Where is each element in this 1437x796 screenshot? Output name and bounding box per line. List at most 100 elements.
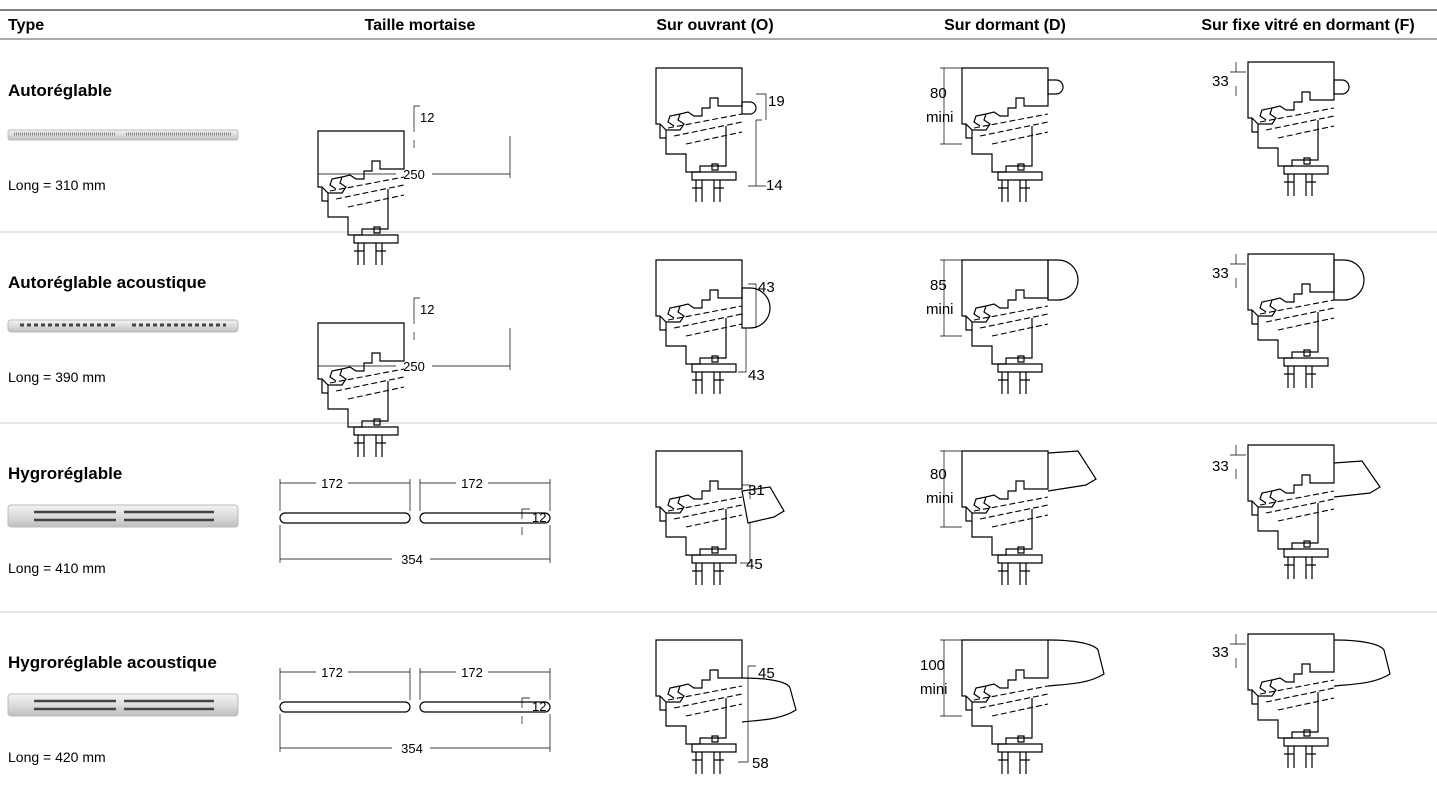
dimension: 12 <box>420 302 434 317</box>
dimension: 45 <box>746 556 763 573</box>
drawing-line <box>940 450 962 528</box>
dimension: 172 <box>461 665 483 680</box>
dimension: 43 <box>758 279 775 296</box>
drawing-line <box>1047 259 1079 301</box>
length: Long = 410 mm <box>8 560 106 576</box>
type-name: Hygroréglable <box>8 464 122 483</box>
dimension: 80 <box>930 85 947 102</box>
dimension: 85 <box>930 277 947 294</box>
dimension: 33 <box>1212 644 1229 661</box>
section-fixe <box>1247 633 1335 769</box>
type-name: Autoréglable <box>8 81 112 100</box>
drawing-line <box>741 677 797 723</box>
dimension: mini <box>926 301 954 318</box>
section-fixe <box>1247 61 1335 197</box>
drawing-line <box>940 67 962 145</box>
drawing-line <box>1047 450 1097 492</box>
section-ouvrant <box>655 259 743 395</box>
dimension: 58 <box>752 755 769 772</box>
product-photo <box>7 693 239 717</box>
drawing-line <box>1333 259 1365 301</box>
length: Long = 420 mm <box>8 749 106 765</box>
dimension: 33 <box>1212 265 1229 282</box>
section-fixe <box>1247 444 1335 580</box>
dimension: 172 <box>321 665 343 680</box>
type-name: Autoréglable acoustique <box>8 273 206 292</box>
drawing-line <box>738 665 756 763</box>
dimension: 19 <box>768 93 785 110</box>
grille-slots <box>34 510 214 522</box>
section-dormant <box>961 450 1049 586</box>
section-fixe <box>1247 253 1335 389</box>
dimension: 43 <box>748 367 765 384</box>
drawing-line <box>741 101 757 115</box>
dimension: 354 <box>401 741 423 756</box>
mortise-slot <box>317 322 405 458</box>
dimension: 172 <box>321 476 343 491</box>
dimension: 33 <box>1212 73 1229 90</box>
header: Sur fixe vitré en dormant (F) <box>1201 17 1414 34</box>
drawing-line <box>1230 634 1246 668</box>
dimension: 250 <box>403 359 425 374</box>
dimension: 12 <box>532 699 546 714</box>
row: Autoréglable acoustique Long = 390 mm 12… <box>7 253 1365 458</box>
drawing-line <box>1047 639 1105 687</box>
row: Hygroréglable Long = 410 mm 172 172 12 3… <box>7 444 1381 586</box>
dimension: 100 <box>920 657 945 674</box>
row: Hygroréglable acoustique Long = 420 mm 1… <box>7 633 1391 775</box>
mortise-slot <box>279 701 411 713</box>
header: Taille mortaise <box>365 17 476 34</box>
length: Long = 310 mm <box>8 177 106 193</box>
drawing-line <box>940 259 962 337</box>
mortise-slot <box>279 512 411 524</box>
dimension: 33 <box>1212 458 1229 475</box>
dimension: mini <box>920 681 948 698</box>
header: Type <box>8 17 44 34</box>
section-dormant <box>961 67 1049 203</box>
drawing-line <box>1333 460 1381 498</box>
dimension: mini <box>926 490 954 507</box>
type-name: Hygroréglable acoustique <box>8 653 217 672</box>
dimension: 14 <box>766 177 783 194</box>
section-ouvrant <box>655 639 743 775</box>
drawing-line <box>1333 79 1350 95</box>
drawing-line <box>748 93 767 187</box>
drawing-line <box>279 668 551 752</box>
drawing-line <box>317 105 511 178</box>
mortise-slot <box>317 130 405 266</box>
dimension: 354 <box>401 552 423 567</box>
header: Sur ouvrant (O) <box>656 17 773 34</box>
grille-slots <box>34 699 214 711</box>
header: Sur dormant (D) <box>944 17 1066 34</box>
dimension: 45 <box>758 665 775 682</box>
section-ouvrant <box>655 67 743 203</box>
dimension: 172 <box>461 476 483 491</box>
dimension: 12 <box>420 110 434 125</box>
row: Autoréglable Long = 310 mm 12 250 19 14 … <box>7 61 1350 266</box>
dimension: 250 <box>403 167 425 182</box>
product-photo <box>7 504 239 528</box>
section-dormant <box>961 639 1049 775</box>
dimension: 31 <box>748 482 765 499</box>
drawing-line <box>1230 254 1246 288</box>
dimension: mini <box>926 109 954 126</box>
section-ouvrant <box>655 450 743 586</box>
drawing-line <box>279 479 551 563</box>
mortise-slot <box>419 512 551 524</box>
drawing-line <box>740 484 751 564</box>
drawing-line <box>741 486 785 524</box>
drawing-line <box>738 283 757 373</box>
drawing-line <box>1333 639 1391 687</box>
drawing-line <box>940 639 962 717</box>
dimension: 12 <box>532 510 546 525</box>
product-photo <box>7 319 239 333</box>
drawing-line <box>1230 445 1246 479</box>
mortise-slot <box>419 701 551 713</box>
section-dormant <box>961 259 1049 395</box>
length: Long = 390 mm <box>8 369 106 385</box>
drawing-line <box>317 297 511 370</box>
drawing-line <box>1230 62 1246 96</box>
dimension: 80 <box>930 466 947 483</box>
